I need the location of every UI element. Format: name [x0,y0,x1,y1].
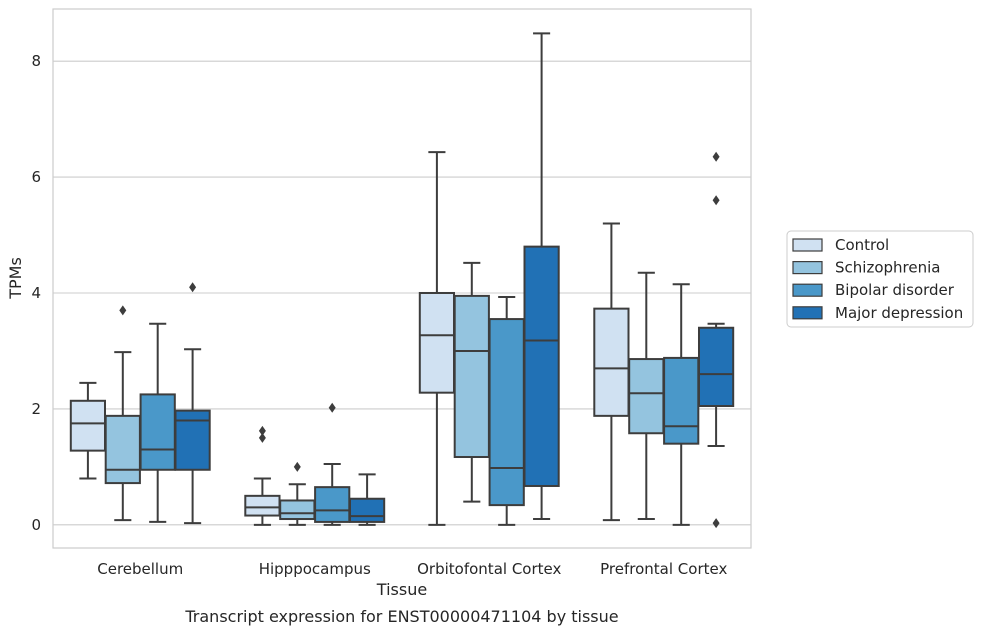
box-bipolar-disorder [314,402,351,526]
box-major-depression [174,282,211,525]
box-schizophrenia [453,261,490,503]
y-tick-label: 4 [31,284,41,302]
box-iqr [697,326,735,408]
y-tick-label: 2 [31,400,41,418]
box-major-depression [523,32,560,521]
box-iqr [348,497,386,523]
x-tick-labels: Cerebellum Hipppocampus Orbitofontal Corte… [97,560,727,578]
box-iqr [663,356,700,445]
box-schizophrenia [628,271,665,521]
legend-frame [786,230,974,328]
box-iqr [139,393,176,471]
outlier-point [119,305,127,316]
y-tick-label: 0 [31,516,41,534]
outlier-point [258,432,266,443]
x-tick-label: Prefrontal Cortex [600,560,727,578]
y-tick-label: 8 [31,52,41,70]
legend-label: Bipolar disorder [835,281,955,299]
legend: Control Schizophrenia Bipolar disorder Majo… [786,230,974,328]
box-control [244,425,281,526]
outlier-point [712,195,720,206]
box-bipolar-disorder [488,296,525,526]
legend-label: Schizophrenia [835,259,940,277]
box-bipolar-disorder [663,283,700,526]
box-control [593,222,630,522]
box-major-depression [697,151,735,529]
box-iqr [69,399,107,452]
x-axis-label: Tissue [376,580,427,599]
legend-label: Major depression [835,304,963,322]
outlier-point [189,282,197,293]
box-iqr [314,486,351,523]
box-iqr [628,358,665,435]
box-groups [69,32,735,529]
box-iqr [418,291,456,394]
chart-caption: Transcript expression for ENST0000047110… [184,607,618,626]
box-iqr [523,245,560,487]
legend-swatch [792,283,823,297]
box-iqr [593,307,630,417]
x-tick-label: Hipppocampus [259,560,371,578]
box-control [69,381,107,480]
outlier-point [712,151,720,162]
outlier-point [712,518,720,529]
y-tick-labels: 0 2 4 6 8 [31,52,41,534]
plot-area-border [52,8,752,549]
outlier-point [293,461,301,472]
box-iqr [488,318,525,507]
outlier-point [328,402,336,413]
box-major-depression [348,473,386,526]
legend-label: Control [835,236,889,254]
box-iqr [104,414,141,485]
y-axis-label: TPMs [6,257,25,300]
legend-swatch [792,306,823,320]
legend-swatch [792,238,823,252]
box-schizophrenia [279,461,316,526]
outlier-point [258,425,266,436]
box-iqr [279,499,316,521]
box-schizophrenia [104,305,141,522]
box-iqr [453,294,490,459]
x-tick-label: Cerebellum [97,560,183,578]
box-bipolar-disorder [139,322,176,523]
x-tick-label: Orbitofontal Cortex [417,560,561,578]
legend-swatch [792,261,823,275]
box-iqr [244,494,281,517]
box-control [418,151,456,526]
y-tick-label: 6 [31,168,41,186]
